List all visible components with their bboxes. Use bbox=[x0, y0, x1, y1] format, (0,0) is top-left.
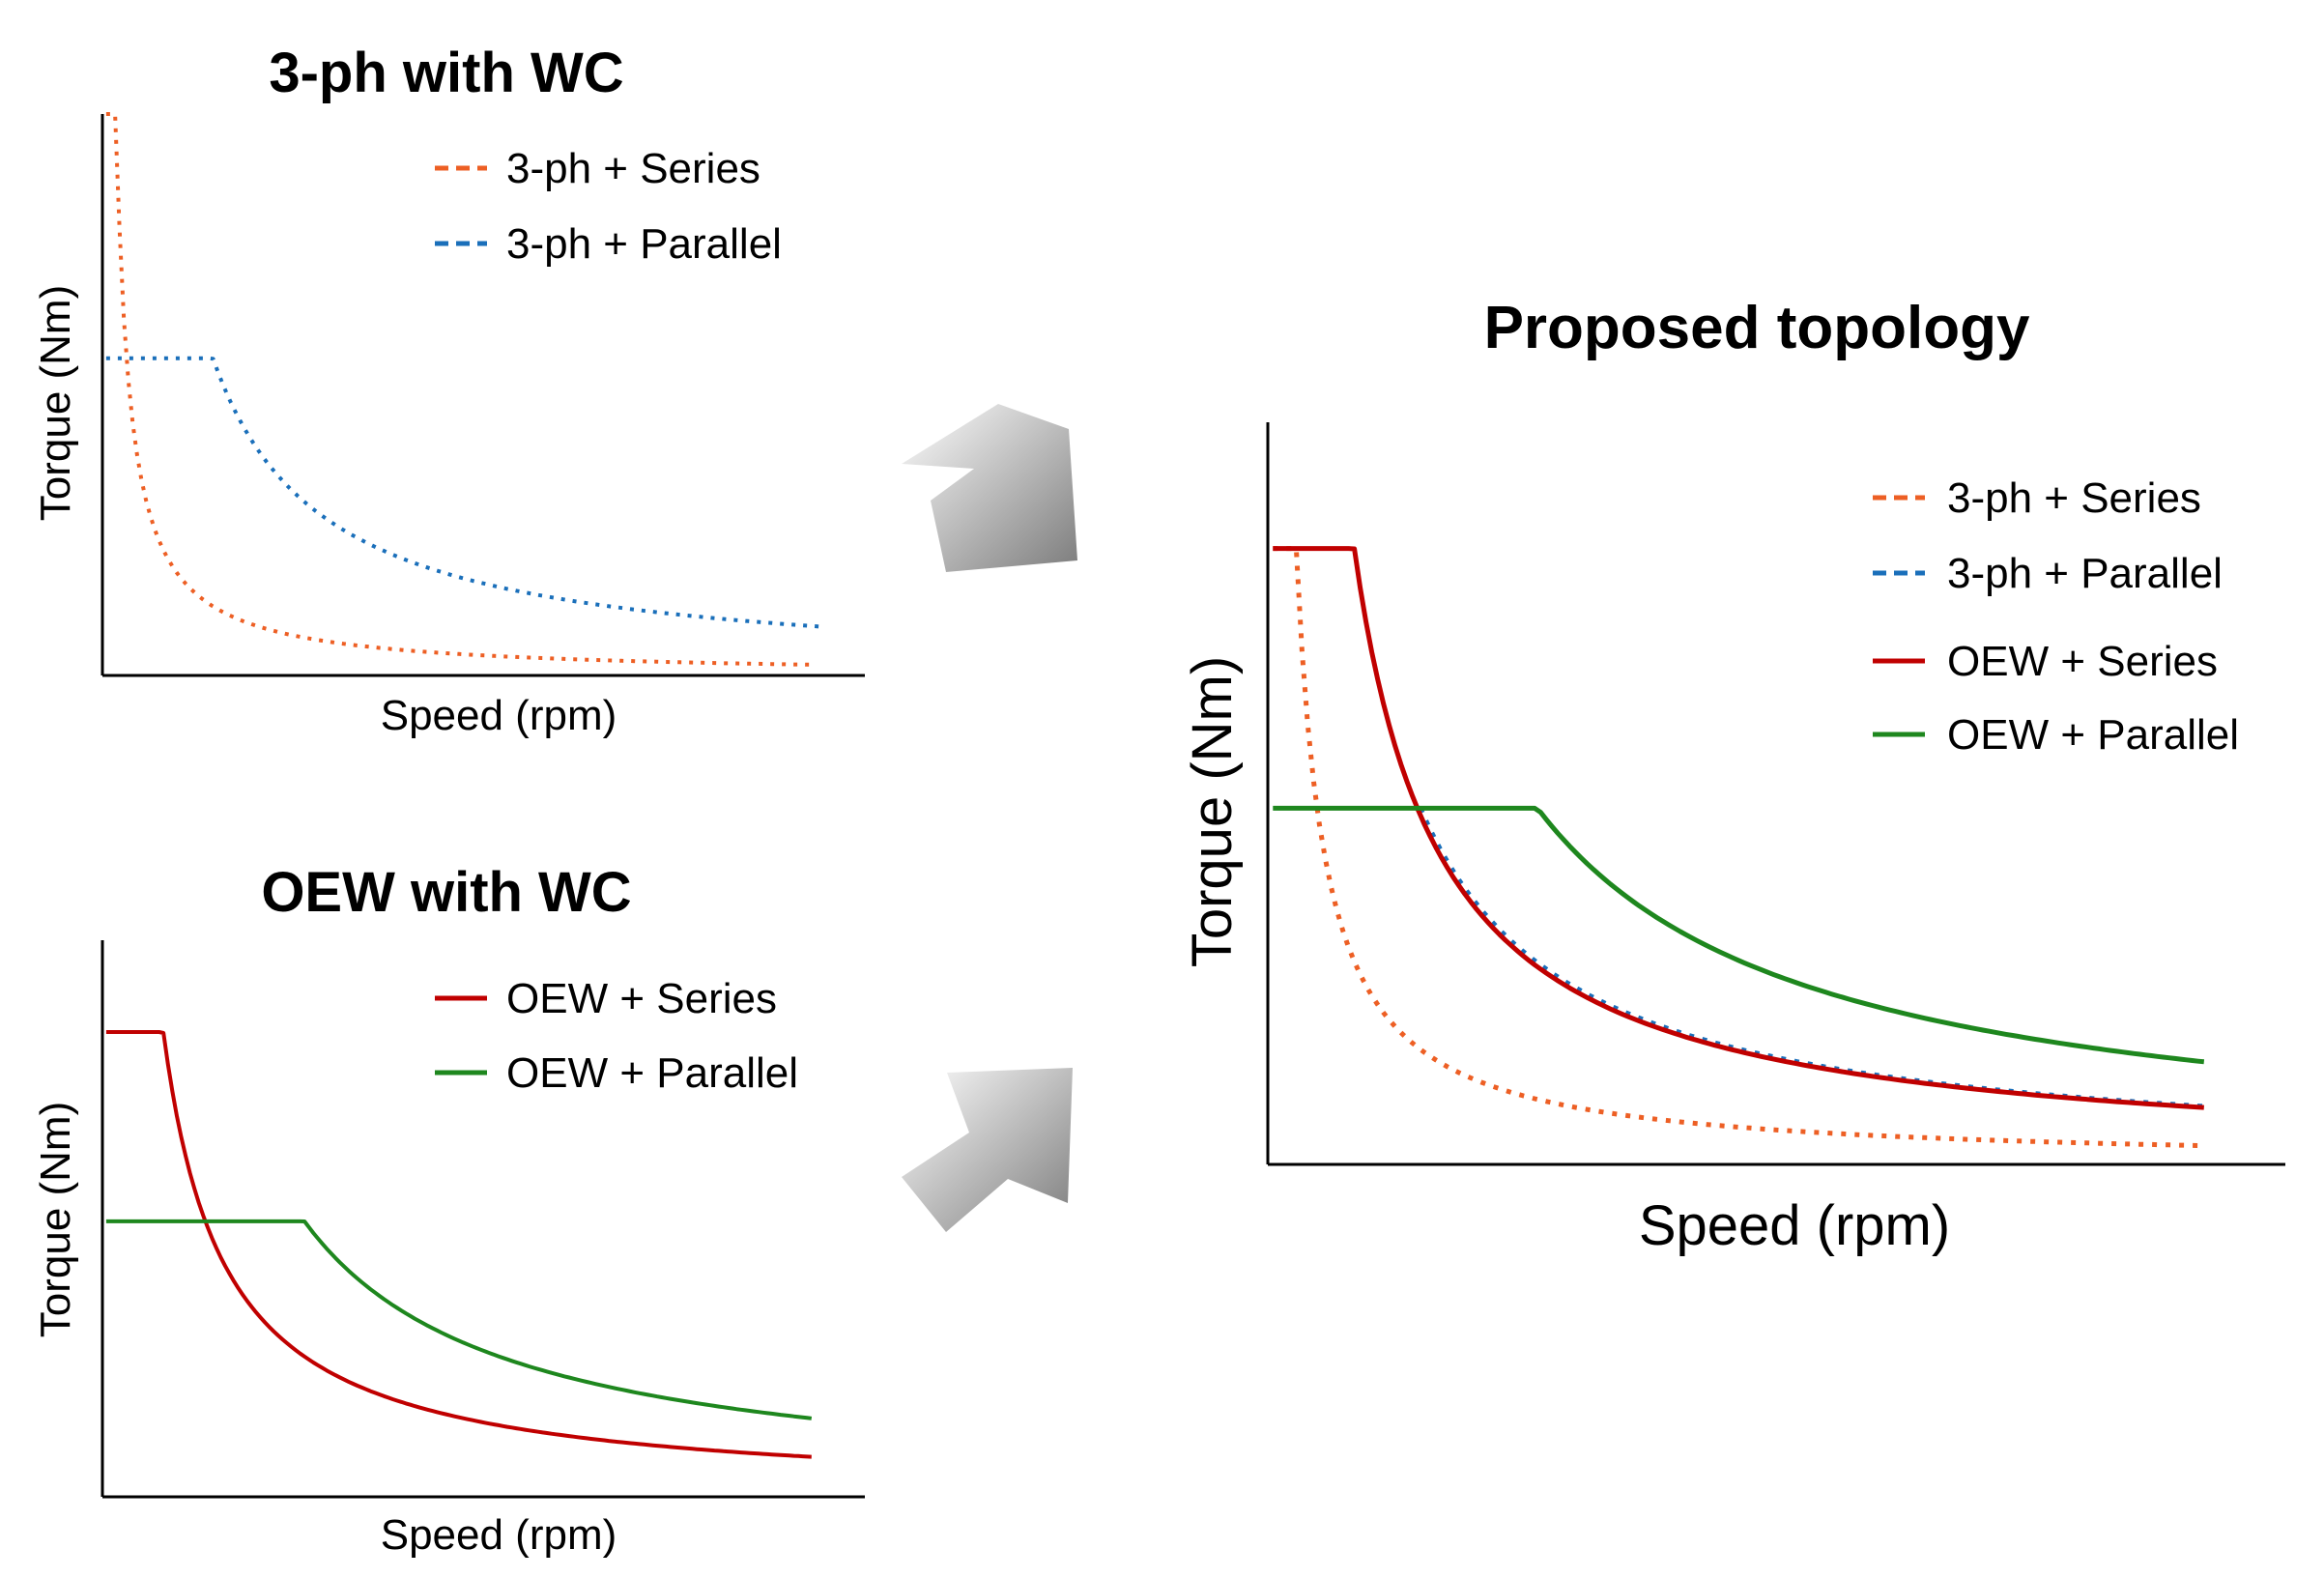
legend-label-3ph-parallel: 3-ph + Parallel bbox=[1947, 550, 2223, 597]
legend-label-oew-series: OEW + Series bbox=[506, 975, 777, 1022]
arrow-up-right-icon bbox=[902, 1068, 1073, 1232]
legend: 3-ph + Series 3-ph + Parallel bbox=[435, 145, 782, 268]
legend: OEW + Series OEW + Parallel bbox=[435, 975, 798, 1097]
x-axis-label: Speed (rpm) bbox=[381, 692, 617, 739]
series-oew-series bbox=[105, 1030, 812, 1459]
legend-label-3ph-series: 3-ph + Series bbox=[1947, 474, 2201, 522]
series-oew-series bbox=[1273, 546, 2204, 1110]
curve-3ph-parallel bbox=[105, 356, 819, 629]
chart-title: 3-ph with WC bbox=[269, 42, 623, 104]
legend-label-oew-parallel: OEW + Parallel bbox=[1947, 711, 2239, 759]
chart-proposed: Proposed topology Speed (rpm) Torque (Nm… bbox=[1181, 295, 2285, 1257]
curve-3ph-series bbox=[105, 112, 812, 667]
curve-oew-series bbox=[1273, 546, 2204, 1110]
y-axis-label: Torque (Nm) bbox=[1181, 656, 1244, 967]
legend-label-oew-series: OEW + Series bbox=[1947, 638, 2218, 685]
x-axis-label: Speed (rpm) bbox=[381, 1511, 617, 1559]
chart-3ph: 3-ph with WC Speed (rpm) Torque (Nm) 3-p… bbox=[32, 42, 865, 739]
legend-label-3ph-parallel: 3-ph + Parallel bbox=[506, 220, 782, 268]
y-axis-label: Torque (Nm) bbox=[32, 1102, 79, 1338]
curve-oew-parallel bbox=[1273, 805, 2205, 1065]
x-axis-label: Speed (rpm) bbox=[1639, 1194, 1950, 1257]
series-3ph-series bbox=[105, 112, 812, 667]
curve-3ph-parallel bbox=[1418, 807, 2204, 1109]
series-3ph-parallel bbox=[105, 356, 819, 629]
curve-oew-parallel bbox=[105, 1219, 813, 1420]
series-oew-parallel bbox=[1273, 805, 2205, 1065]
legend-label-3ph-series: 3-ph + Series bbox=[506, 145, 760, 192]
y-axis-label: Torque (Nm) bbox=[32, 285, 79, 522]
arrow-down-right-icon bbox=[902, 404, 1077, 572]
chart-title: Proposed topology bbox=[1484, 295, 2030, 361]
curve-oew-series bbox=[105, 1030, 812, 1459]
series-oew-parallel bbox=[105, 1219, 813, 1420]
chart-oew: OEW with WC Speed (rpm) Torque (Nm) OEW … bbox=[32, 861, 865, 1559]
legend: 3-ph + Series 3-ph + Parallel OEW + Seri… bbox=[1873, 474, 2239, 759]
series-3ph-parallel bbox=[1418, 807, 2204, 1109]
legend-label-oew-parallel: OEW + Parallel bbox=[506, 1049, 798, 1097]
chart-title: OEW with WC bbox=[261, 861, 631, 924]
